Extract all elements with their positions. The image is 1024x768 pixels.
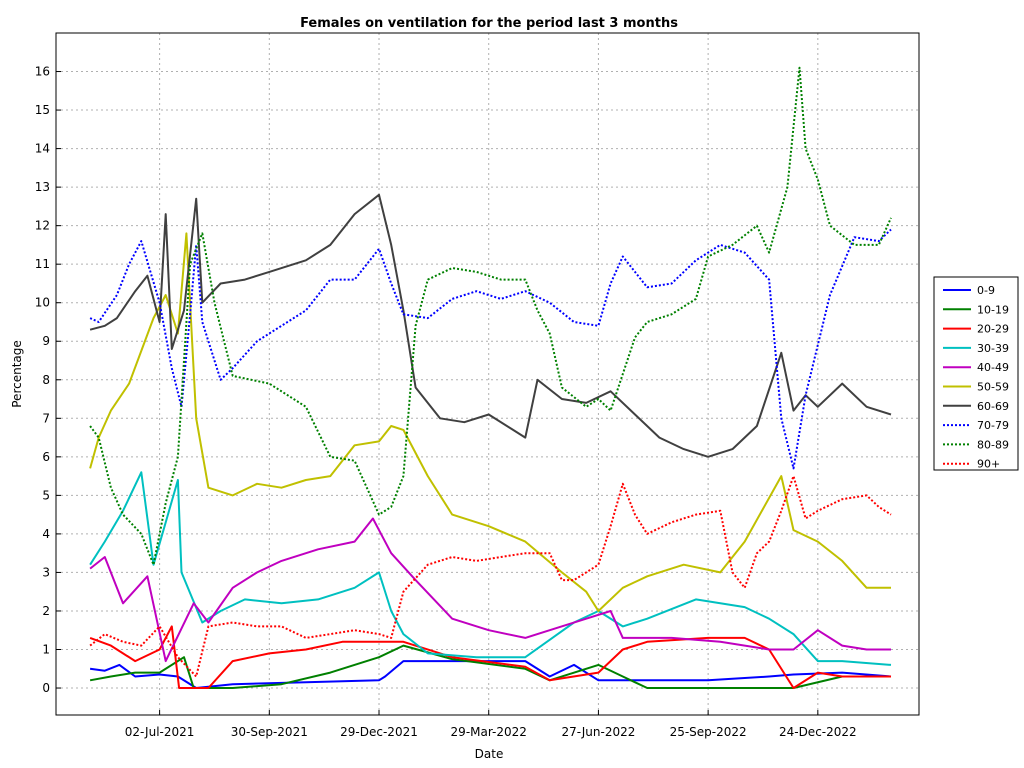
- series-line-50-59: [89, 232, 891, 612]
- x-tick-label: 30-Sep-2021: [231, 725, 308, 739]
- x-axis-ticks: 02-Jul-2021 30-Sep-2021 29-Dec-2021 29-Mar-…: [125, 710, 857, 739]
- x-tick-label: 25-Sep-2022: [670, 725, 747, 739]
- series-line-90+: [89, 475, 892, 678]
- legend-label: 10-19: [977, 303, 1009, 316]
- legend-label: 30-39: [977, 342, 1009, 355]
- y-tick-label: 8: [42, 373, 50, 387]
- series-line-0-9: [89, 660, 892, 689]
- y-tick-label: 4: [42, 527, 50, 541]
- series-line-20-29: [89, 625, 891, 689]
- y-tick-label: 12: [35, 219, 50, 233]
- y-tick-label: 3: [42, 565, 50, 579]
- y-axis-label: Percentage: [10, 340, 24, 408]
- y-tick-label: 11: [35, 257, 50, 271]
- y-tick-label: 10: [35, 296, 50, 310]
- y-tick-label: 6: [42, 450, 50, 464]
- y-tick-label: 15: [35, 103, 50, 117]
- legend-label: 50-59: [977, 381, 1009, 394]
- y-tick-label: 0: [42, 681, 50, 695]
- y-tick-label: 16: [35, 65, 50, 79]
- x-tick-label: 02-Jul-2021: [125, 725, 195, 739]
- plot-lines: [89, 66, 892, 689]
- series-line-30-39: [89, 471, 892, 666]
- legend-label: 70-79: [977, 419, 1009, 432]
- y-tick-label: 7: [42, 411, 50, 425]
- legend-label: 90+: [977, 458, 1000, 471]
- y-tick-label: 2: [42, 604, 50, 618]
- y-tick-label: 13: [35, 180, 50, 194]
- series-line-80-89: [89, 66, 892, 566]
- x-axis-label: Date: [475, 747, 504, 761]
- chart-title: Females on ventilation for the period la…: [300, 16, 678, 31]
- y-tick-label: 9: [42, 334, 50, 348]
- legend-label: 20-29: [977, 323, 1009, 336]
- legend-label: 40-49: [977, 361, 1009, 374]
- y-tick-label: 1: [42, 642, 50, 656]
- x-tick-label: 29-Dec-2021: [340, 725, 418, 739]
- legend-label: 0-9: [977, 284, 995, 297]
- legend: 0-9 10-19 20-29 30-39 40-49 50-59 60-69 70-79 80…: [933, 276, 1019, 471]
- x-tick-label: 27-Jun-2022: [561, 725, 635, 739]
- plot-area: [55, 32, 920, 716]
- series-line-40-49: [89, 517, 891, 663]
- grid: [56, 33, 919, 715]
- x-tick-label: 24-Dec-2022: [779, 725, 857, 739]
- series-line-60-69: [89, 193, 892, 458]
- y-tick-label: 5: [42, 488, 50, 502]
- x-tick-label: 29-Mar-2022: [451, 725, 527, 739]
- y-tick-label: 14: [35, 142, 50, 156]
- series-line-70-79: [89, 228, 892, 470]
- legend-label: 80-89: [977, 438, 1009, 451]
- legend-label: 60-69: [977, 400, 1009, 413]
